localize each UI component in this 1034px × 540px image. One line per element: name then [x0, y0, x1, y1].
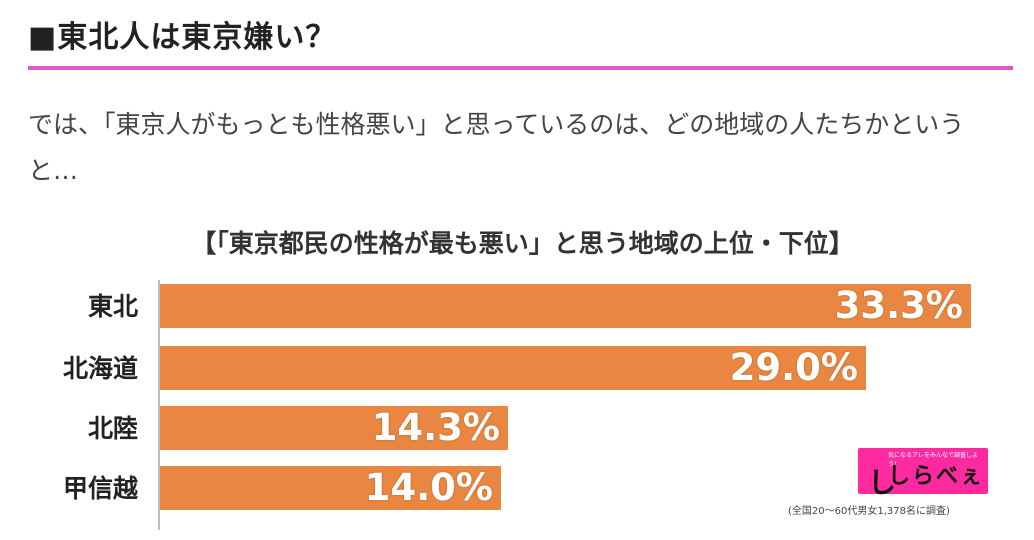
bar-value-label: 14.3% [371, 406, 500, 449]
heading-underline [28, 66, 1013, 70]
category-label: 甲信越 [62, 474, 138, 503]
category-label: 北海道 [62, 354, 138, 383]
bar-row: 東北 33.3% [30, 284, 1015, 330]
survey-note: (全国20〜60代男女1,378名に調査) [788, 506, 950, 517]
bar-row: 北陸 14.3% [30, 406, 1015, 452]
logo-text: しらべぇ [888, 464, 985, 489]
logo-mark-icon: し [868, 466, 897, 499]
category-label: 東北 [87, 292, 138, 321]
logo-tagline: 気になるアレをみんなで調査しよう！ [888, 452, 979, 468]
bar: 33.3% [160, 284, 971, 328]
chart-title: 【「東京都民の性格が最も悪い」と思う地域の上位・下位】 [191, 229, 854, 258]
bar: 29.0% [160, 346, 866, 390]
chart-axis-line [158, 280, 160, 530]
bar-value-label: 33.3% [834, 284, 963, 327]
bar-value-label: 14.0% [364, 466, 493, 509]
bar-row: 北海道 29.0% [30, 346, 1015, 392]
shirabee-logo: 気になるアレをみんなで調査しよう！ し しらべぇ [858, 448, 988, 499]
bar-value-label: 29.0% [729, 346, 858, 389]
category-label: 北陸 [87, 414, 138, 443]
bar: 14.3% [160, 406, 508, 450]
bar: 14.0% [160, 466, 501, 510]
survey-chart-figure: 【「東京都民の性格が最も悪い」と思う地域の上位・下位】 東北 33.3% 北海道 29… [30, 212, 1015, 532]
body-paragraph: では、「東京人がもっとも性格悪い」と思っているのは、どの地域の人たちかというと… [28, 110, 965, 185]
section-heading: ■東北人は東京嫌い？ [28, 20, 337, 55]
bar-row: 甲信越 14.0% [30, 466, 1015, 512]
